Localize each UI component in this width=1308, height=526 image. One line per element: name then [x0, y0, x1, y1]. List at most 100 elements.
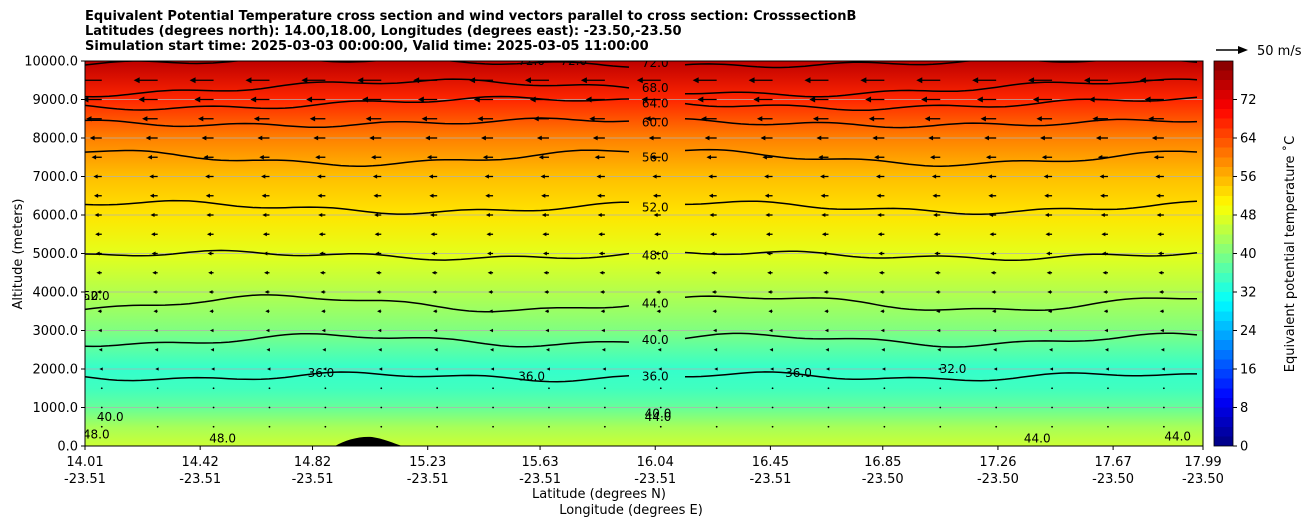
wind-vector	[85, 96, 102, 103]
wind-vector	[533, 116, 549, 122]
y-axis-label: Altitude (meters)	[11, 199, 26, 310]
wind-vector	[145, 135, 158, 141]
wind-vector	[380, 425, 383, 428]
wind-vector	[654, 232, 661, 237]
wind-vector	[1032, 96, 1053, 103]
wind-vector	[265, 309, 270, 314]
wind-vector	[265, 328, 270, 333]
contour-line-44.0	[85, 294, 630, 313]
wind-vector	[650, 154, 661, 160]
wind-vector	[250, 96, 270, 103]
wind-vector	[152, 290, 158, 294]
y-tick-label: 4000.0	[33, 286, 79, 301]
wind-vector	[812, 116, 829, 122]
contour-line-52.0	[684, 200, 1198, 216]
wind-vector	[600, 309, 605, 314]
wind-vector	[659, 387, 662, 390]
contour-line-36.0	[85, 371, 630, 383]
wind-vector	[821, 212, 829, 218]
wind-vector	[771, 425, 774, 428]
wind-vector	[321, 328, 326, 333]
quiver-key: 50 m/s	[1216, 44, 1302, 59]
y-tick-label: 0.0	[57, 440, 78, 455]
wind-vector	[715, 387, 718, 390]
wind-vector	[704, 135, 717, 141]
wind-vector	[262, 212, 270, 218]
wind-vector	[318, 212, 326, 218]
chart-title-line-2: Latitudes (degrees north): 14.00,18.00, …	[85, 24, 682, 39]
x-tick-label-lat: 17.26	[979, 455, 1016, 470]
wind-vector	[1100, 212, 1108, 218]
wind-vector	[928, 135, 941, 141]
wind-vector	[245, 77, 270, 84]
y-tick-label: 5000.0	[33, 247, 79, 262]
wind-vector	[544, 290, 549, 294]
wind-vector	[766, 251, 773, 256]
wind-vector	[936, 309, 941, 314]
wind-vector	[369, 135, 382, 141]
wind-vector	[421, 116, 438, 122]
wind-vector	[99, 367, 103, 371]
wind-vector	[1040, 135, 1053, 141]
wind-vector	[428, 174, 438, 179]
wind-vector	[322, 367, 327, 371]
wind-vector	[995, 387, 998, 390]
x-tick-label-lon: -23.50	[1092, 472, 1134, 487]
wind-vector	[1099, 174, 1108, 179]
wind-vector	[937, 348, 941, 352]
wind-vector	[318, 232, 326, 237]
wind-vector	[319, 251, 326, 256]
plot-area: 36.040.044.048.052.056.060.064.068.072.0…	[83, 60, 1204, 447]
x-axis-label-longitude: Longitude (degrees E)	[559, 503, 703, 518]
contour-line-40.0	[85, 332, 630, 348]
wind-vector	[374, 212, 382, 218]
contour-line-52.0	[85, 199, 630, 215]
contour-label: 48.0	[83, 427, 110, 441]
wind-vector	[1044, 193, 1053, 198]
wind-vector	[995, 425, 998, 428]
wind-vector	[713, 348, 718, 352]
wind-vector	[268, 387, 271, 390]
wind-vector	[990, 251, 997, 256]
wind-vector	[430, 232, 438, 237]
contour-label: 40.0	[645, 406, 672, 420]
wind-vector	[425, 135, 438, 141]
wind-vector	[484, 174, 494, 179]
wind-vector	[208, 290, 214, 294]
wind-vector	[657, 328, 661, 333]
wind-vector	[208, 270, 214, 275]
wind-vector	[1051, 425, 1053, 428]
wind-vector	[597, 193, 605, 198]
wind-vector	[313, 135, 326, 141]
wind-vector	[991, 309, 997, 314]
wind-vector	[936, 328, 941, 333]
wind-vector	[436, 387, 439, 390]
wind-vector	[263, 251, 270, 256]
wind-vector	[1139, 77, 1164, 84]
wind-vector	[655, 290, 661, 294]
x-tick-label-lat: 15.23	[409, 455, 446, 470]
contour-label: 60.0	[642, 116, 669, 130]
wind-vector	[756, 116, 773, 122]
wind-vector	[436, 425, 439, 428]
wind-vector	[880, 309, 885, 314]
wind-vector	[96, 270, 102, 275]
wind-vector	[477, 116, 494, 122]
x-tick-label-lon: -23.50	[862, 472, 904, 487]
wind-vector	[715, 425, 718, 428]
wind-vector	[710, 232, 717, 237]
wind-vector	[488, 309, 494, 314]
wind-vector	[542, 251, 549, 256]
wind-vector	[542, 232, 549, 237]
wind-vector	[706, 154, 717, 160]
wind-vector	[189, 77, 214, 84]
wind-vector	[206, 232, 214, 237]
wind-vector	[376, 290, 382, 294]
wind-vector	[601, 328, 605, 333]
y-tick-label: 8000.0	[33, 132, 79, 147]
wind-vector	[1161, 367, 1165, 371]
wind-vector	[487, 270, 494, 275]
wind-vector	[431, 270, 438, 275]
colorbar-tick-label: 56	[1240, 170, 1257, 185]
wind-vector	[816, 135, 829, 141]
